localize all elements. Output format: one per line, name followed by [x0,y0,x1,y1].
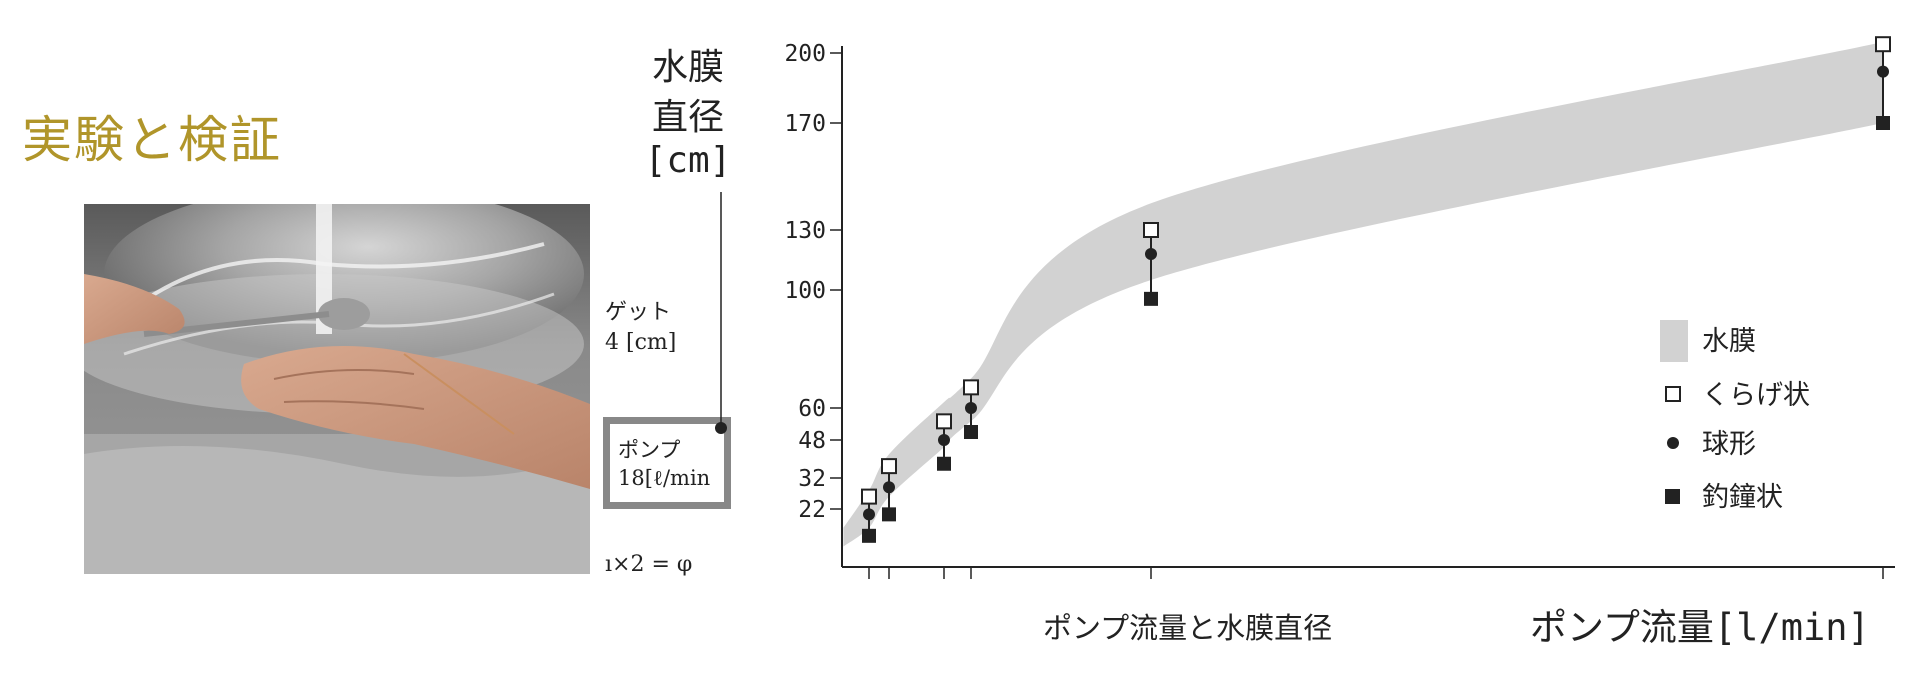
legend-label-series-1: くらげ状 [1702,380,1810,411]
marker-球形 [938,434,950,446]
legend-label-series-2: 球形 [1702,429,1756,460]
legend-band-swatch [1660,320,1688,362]
marker-釣鐘状 [862,528,876,543]
section-heading: 実験と検証 [22,111,282,169]
y-axis-unit: [cm] [644,140,732,181]
chart-caption: ポンプ流量と水膜直径 [1043,611,1332,645]
y-tick-label: 130 [784,218,826,244]
data-markers [861,36,1891,543]
marker-釣鐘状 [882,507,896,522]
legend-label-series-3: 釣鐘状 [1702,482,1783,513]
legend-label-band: 水膜 [1702,326,1756,357]
marker-釣鐘状 [937,456,951,471]
pointer-dot [715,422,727,434]
marker-くらげ状 [936,413,952,430]
x-ticks [868,567,1884,579]
y-axis-label-line-2: 直径 [651,97,724,138]
y-ticks: 22 32 48 60 100 130 170 200 [784,41,842,523]
y-tick-label: 200 [784,41,826,67]
marker-球形 [883,481,895,494]
marker-球形 [965,402,977,414]
legend-hollow-square-marker [1665,386,1681,402]
legend-filled-square-marker [1665,489,1680,504]
y-tick-label: 100 [784,278,826,304]
formula-text: ı×2 = φ [605,552,693,577]
y-axis-label-line-1: 水膜 [651,47,724,88]
marker-くらげ状 [861,488,877,505]
marker-くらげ状 [881,458,897,475]
marker-釣鐘状 [1876,116,1890,130]
photo-label-size: 4 [cm] [605,330,677,355]
marker-球形 [1877,65,1889,78]
pump-label: ポンプ [618,438,681,462]
marker-くらげ状 [1875,36,1891,53]
pump-flow-label: 18[ℓ/min [618,466,711,490]
pump-info-box: ポンプ 18[ℓ/min [603,417,731,509]
marker-釣鐘状 [964,425,978,439]
y-tick-label: 170 [784,111,826,137]
marker-球形 [863,508,875,521]
film-band [843,42,1883,547]
y-tick-label: 60 [798,396,826,422]
x-axis-label: ポンプ流量[l/min] [1530,606,1870,649]
photo-label-target: ゲット [605,300,672,325]
marker-釣鐘状 [1144,291,1158,306]
y-tick-label: 32 [798,466,826,492]
legend-circle-marker [1667,437,1679,449]
experiment-photo [84,204,590,574]
marker-球形 [1145,248,1157,260]
y-tick-label: 22 [798,497,826,523]
marker-くらげ状 [1143,222,1159,238]
marker-くらげ状 [963,379,979,396]
y-tick-label: 48 [798,428,826,454]
